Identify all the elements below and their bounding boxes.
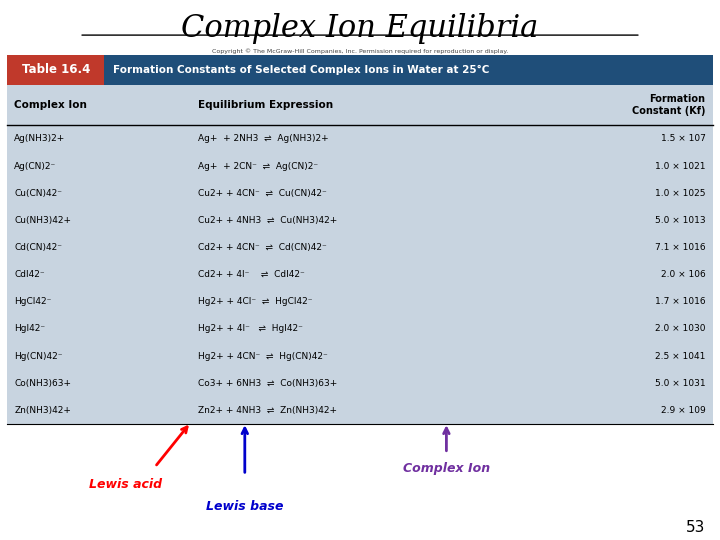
Text: Ag(CN)2⁻: Ag(CN)2⁻: [14, 161, 57, 171]
Bar: [7, 55, 713, 424]
Text: CdI42⁻: CdI42⁻: [14, 270, 45, 279]
Text: Formation
Constant (Kf): Formation Constant (Kf): [632, 94, 706, 116]
Text: 1.0 × 1025: 1.0 × 1025: [655, 188, 706, 198]
Text: Cu(CN)42⁻: Cu(CN)42⁻: [14, 188, 63, 198]
Text: 5.0 × 1013: 5.0 × 1013: [655, 216, 706, 225]
Text: 2.5 × 1041: 2.5 × 1041: [655, 352, 706, 361]
Text: Ag+  + 2CN⁻  ⇌  Ag(CN)2⁻: Ag+ + 2CN⁻ ⇌ Ag(CN)2⁻: [198, 161, 318, 171]
Bar: [7, 55, 713, 85]
Text: 2.9 × 109: 2.9 × 109: [661, 406, 706, 415]
Text: Cd2+ + 4I⁻    ⇌  CdI42⁻: Cd2+ + 4I⁻ ⇌ CdI42⁻: [198, 270, 305, 279]
Text: 2.0 × 106: 2.0 × 106: [661, 270, 706, 279]
Text: HgI42⁻: HgI42⁻: [14, 325, 45, 333]
Text: Ag(NH3)2+: Ag(NH3)2+: [14, 134, 66, 143]
Text: Zn(NH3)42+: Zn(NH3)42+: [14, 406, 71, 415]
Text: 2.0 × 1030: 2.0 × 1030: [655, 325, 706, 333]
Text: Cu2+ + 4NH3  ⇌  Cu(NH3)42+: Cu2+ + 4NH3 ⇌ Cu(NH3)42+: [198, 216, 337, 225]
Text: Co(NH3)63+: Co(NH3)63+: [14, 379, 71, 388]
Text: 1.5 × 107: 1.5 × 107: [661, 134, 706, 143]
Text: Lewis base: Lewis base: [206, 500, 284, 512]
Text: Hg2+ + 4I⁻   ⇌  HgI42⁻: Hg2+ + 4I⁻ ⇌ HgI42⁻: [198, 325, 303, 333]
Text: Zn2+ + 4NH3  ⇌  Zn(NH3)42+: Zn2+ + 4NH3 ⇌ Zn(NH3)42+: [198, 406, 337, 415]
Text: Formation Constants of Selected Complex Ions in Water at 25°C: Formation Constants of Selected Complex …: [113, 65, 490, 75]
Text: Co3+ + 6NH3  ⇌  Co(NH3)63+: Co3+ + 6NH3 ⇌ Co(NH3)63+: [198, 379, 337, 388]
Text: Lewis acid: Lewis acid: [89, 478, 163, 491]
Text: Cd(CN)42⁻: Cd(CN)42⁻: [14, 243, 63, 252]
Text: 53: 53: [686, 519, 706, 535]
Text: Hg(CN)42⁻: Hg(CN)42⁻: [14, 352, 63, 361]
Text: Hg2+ + 4Cl⁻  ⇌  HgCl42⁻: Hg2+ + 4Cl⁻ ⇌ HgCl42⁻: [198, 297, 312, 306]
Text: 1.0 × 1021: 1.0 × 1021: [655, 161, 706, 171]
Text: 7.1 × 1016: 7.1 × 1016: [655, 243, 706, 252]
Text: HgCl42⁻: HgCl42⁻: [14, 297, 52, 306]
Text: Equilibrium Expression: Equilibrium Expression: [198, 100, 333, 110]
Text: Complex Ion Equilibria: Complex Ion Equilibria: [181, 14, 539, 44]
Text: Cu2+ + 4CN⁻  ⇌  Cu(CN)42⁻: Cu2+ + 4CN⁻ ⇌ Cu(CN)42⁻: [198, 188, 327, 198]
Text: Cd2+ + 4CN⁻  ⇌  Cd(CN)42⁻: Cd2+ + 4CN⁻ ⇌ Cd(CN)42⁻: [198, 243, 327, 252]
Text: Ag+  + 2NH3  ⇌  Ag(NH3)2+: Ag+ + 2NH3 ⇌ Ag(NH3)2+: [198, 134, 328, 143]
Text: Table 16.4: Table 16.4: [22, 63, 90, 77]
Text: 5.0 × 1031: 5.0 × 1031: [655, 379, 706, 388]
Text: 1.7 × 1016: 1.7 × 1016: [655, 297, 706, 306]
Text: Copyright © The McGraw-Hill Companies, Inc. Permission required for reproduction: Copyright © The McGraw-Hill Companies, I…: [212, 49, 508, 54]
Text: Complex Ion: Complex Ion: [14, 100, 87, 110]
Text: Hg2+ + 4CN⁻  ⇌  Hg(CN)42⁻: Hg2+ + 4CN⁻ ⇌ Hg(CN)42⁻: [198, 352, 328, 361]
Bar: [7, 55, 104, 85]
Text: Cu(NH3)42+: Cu(NH3)42+: [14, 216, 71, 225]
Text: Complex Ion: Complex Ion: [402, 462, 490, 475]
